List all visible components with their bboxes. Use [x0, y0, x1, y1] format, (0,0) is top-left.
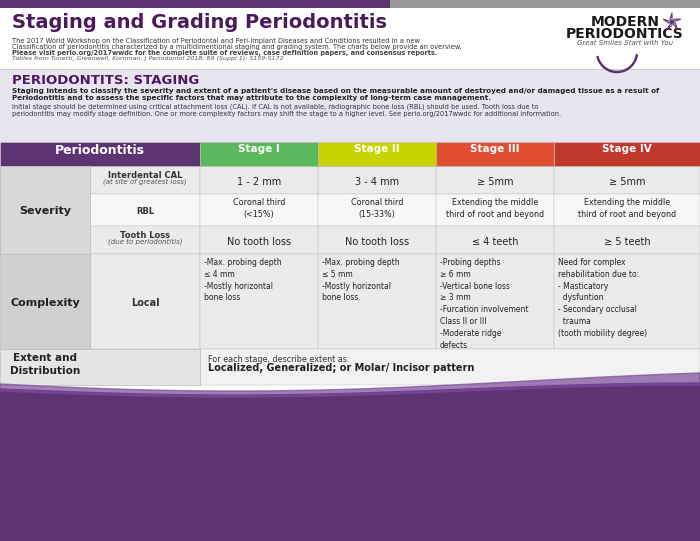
Text: Stage III: Stage III: [470, 144, 519, 154]
Text: Tables from Tonetti, Greenwell, Kornman. J Periodontol 2018; 89 (Suppl 1): S159-: Tables from Tonetti, Greenwell, Kornman.…: [12, 56, 284, 61]
Bar: [0, 349, 200, 385]
Text: Coronal third
(15-33%): Coronal third (15-33%): [351, 198, 403, 219]
Text: The 2017 World Workshop on the Classification of Periodontal and Peri-Implant Di: The 2017 World Workshop on the Classific…: [12, 38, 420, 44]
Text: Periodontitis and to assess the specific factors that may attribute to the compl: Periodontitis and to assess the specific…: [12, 95, 491, 101]
Bar: [0, 194, 90, 226]
Text: Local: Local: [131, 299, 160, 308]
Text: Stage IV: Stage IV: [602, 144, 652, 154]
Bar: [318, 254, 436, 349]
Text: Tooth Loss: Tooth Loss: [120, 231, 170, 240]
Text: ≥ 5mm: ≥ 5mm: [477, 177, 513, 187]
Bar: [0, 166, 90, 254]
Bar: [0, 226, 90, 254]
Text: ≥ 5mm: ≥ 5mm: [609, 177, 645, 187]
Text: For each stage, describe extent as:: For each stage, describe extent as:: [208, 355, 349, 364]
Bar: [200, 194, 318, 226]
Text: Extent and
Distribution: Extent and Distribution: [10, 353, 80, 376]
Text: Staging and Grading Periodontitis: Staging and Grading Periodontitis: [12, 13, 387, 32]
Bar: [200, 166, 318, 194]
Bar: [200, 226, 318, 254]
Text: No tooth loss: No tooth loss: [345, 237, 409, 247]
Bar: [200, 254, 318, 349]
Bar: [0, 70, 700, 142]
Text: Periodontitis: Periodontitis: [55, 144, 145, 157]
Text: Classification of periodontitis characterized by a multidimentional staging and : Classification of periodontitis characte…: [12, 44, 462, 50]
Bar: [90, 194, 200, 226]
Text: (due to periodontitis): (due to periodontitis): [108, 238, 182, 245]
Text: PERIODONTITS: STAGING: PERIODONTITS: STAGING: [12, 74, 199, 87]
Bar: [0, 0, 390, 8]
Bar: [436, 142, 554, 166]
Text: Staging intends to classify the severity and extent of a patient's disease based: Staging intends to classify the severity…: [12, 88, 659, 94]
Bar: [0, 166, 90, 194]
Text: Complexity: Complexity: [10, 298, 80, 307]
Bar: [554, 166, 700, 194]
Bar: [436, 194, 554, 226]
Bar: [318, 142, 436, 166]
Text: PERIODONTICS: PERIODONTICS: [566, 27, 684, 41]
Text: Need for complex
rehabilitation due to:
- Masticatory
  dysfuntion
- Secondary o: Need for complex rehabilitation due to: …: [558, 258, 647, 338]
Text: Extending the middle
third of root and beyond: Extending the middle third of root and b…: [446, 198, 544, 219]
Text: (at site of greatest loss): (at site of greatest loss): [103, 178, 187, 184]
Bar: [200, 349, 700, 385]
Bar: [554, 142, 700, 166]
Text: Great Smiles Start with You: Great Smiles Start with You: [577, 40, 673, 46]
Text: -Max. probing depth
≤ 4 mm
-Mostly horizontal
bone loss: -Max. probing depth ≤ 4 mm -Mostly horiz…: [204, 258, 281, 302]
Bar: [554, 254, 700, 349]
Text: Please visit perio.org/2017wwdc for the complete suite of reviews, case definiti: Please visit perio.org/2017wwdc for the …: [12, 50, 437, 56]
Text: 1 - 2 mm: 1 - 2 mm: [237, 177, 281, 187]
Bar: [0, 8, 700, 70]
Text: Interdental CAL: Interdental CAL: [108, 171, 182, 180]
Bar: [90, 166, 200, 194]
Text: Localized, Generalized; or Molar/ Incisor pattern: Localized, Generalized; or Molar/ Inciso…: [208, 363, 475, 373]
Text: Stage II: Stage II: [354, 144, 400, 154]
Bar: [318, 226, 436, 254]
Text: Initial stage should be determined using critical attachment loss (CAL). If CAL : Initial stage should be determined using…: [12, 104, 538, 110]
Bar: [90, 226, 200, 254]
Text: -Max. probing depth
≤ 5 mm
-Mostly horizontal
bone loss: -Max. probing depth ≤ 5 mm -Mostly horiz…: [322, 258, 400, 302]
Text: 3 - 4 mm: 3 - 4 mm: [355, 177, 399, 187]
Text: Stage I: Stage I: [238, 144, 280, 154]
Bar: [554, 226, 700, 254]
Text: RBL: RBL: [136, 207, 154, 216]
Text: ≥ 5 teeth: ≥ 5 teeth: [603, 237, 650, 247]
Text: ≤ 4 teeth: ≤ 4 teeth: [472, 237, 518, 247]
Text: MODERN: MODERN: [591, 15, 659, 29]
Text: No tooth loss: No tooth loss: [227, 237, 291, 247]
Text: Coronal third
(<15%): Coronal third (<15%): [233, 198, 285, 219]
Text: Severity: Severity: [19, 206, 71, 216]
Bar: [554, 194, 700, 226]
Bar: [0, 142, 200, 166]
Bar: [436, 226, 554, 254]
Bar: [318, 166, 436, 194]
Text: Extending the middle
third of root and beyond: Extending the middle third of root and b…: [578, 198, 676, 219]
Bar: [0, 254, 90, 349]
Bar: [318, 194, 436, 226]
Bar: [200, 142, 318, 166]
Bar: [436, 254, 554, 349]
Bar: [390, 0, 700, 8]
Text: -Probing depths
≥ 6 mm
-Vertical bone loss
≥ 3 mm
-Furcation involvement
Class I: -Probing depths ≥ 6 mm -Vertical bone lo…: [440, 258, 528, 349]
Bar: [90, 254, 200, 349]
Bar: [436, 166, 554, 194]
Text: periodontitis may modify stage definition. One or more complexity factors may sh: periodontitis may modify stage definitio…: [12, 111, 561, 117]
Bar: [0, 69, 700, 70]
